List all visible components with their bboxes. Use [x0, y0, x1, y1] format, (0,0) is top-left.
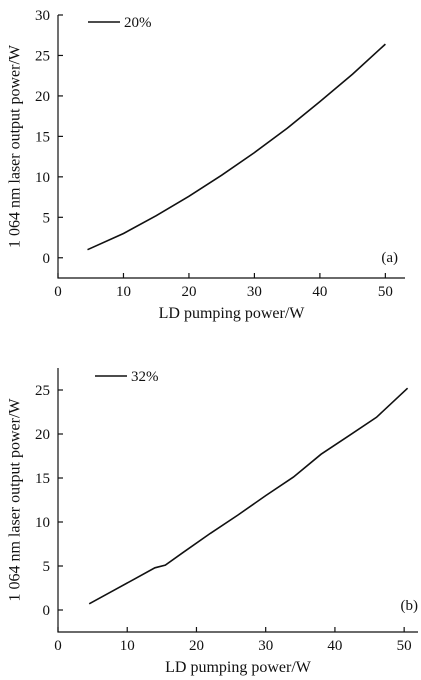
panel-b-series-line	[88, 387, 409, 605]
panel-a-ytick-label: 15	[35, 129, 50, 145]
panel-a-xtick-label: 0	[54, 284, 62, 300]
panel-b-xtick-label: 40	[327, 638, 342, 654]
panel-a-xtick-label: 30	[247, 284, 262, 300]
panel-a-ytick-label: 5	[43, 210, 51, 226]
panel-b-ytick-label: 25	[35, 383, 50, 399]
panel-b-xtick-label: 30	[258, 638, 273, 654]
chart-panel-a: 0 5 10 15 20 25 30 0 10 20 30 40 50 LD pumping power/…	[7, 8, 405, 322]
panel-b-x-axis-label: LD pumping power/W	[165, 659, 312, 676]
panel-a-panel-label: (a)	[381, 250, 398, 266]
panel-b-xtick-label: 20	[189, 638, 204, 654]
panel-b-ytick-label: 15	[35, 471, 50, 487]
panel-b-legend-label: 32%	[131, 369, 159, 385]
panel-b-ytick-label: 20	[35, 427, 50, 443]
panel-a-x-axis-label: LD pumping power/W	[159, 305, 306, 322]
chart-panel-b: 0 5 10 15 20 25 0 10 20 30 40 50 LD pumping power/W 1…	[7, 368, 418, 676]
panel-b-xtick-label: 0	[54, 638, 62, 654]
panel-a-xtick-label: 20	[181, 284, 196, 300]
panel-a-ytick-label: 0	[43, 251, 51, 267]
panel-a-ytick-label: 10	[35, 170, 50, 186]
panel-a-xtick-label: 10	[116, 284, 131, 300]
panel-b-ytick-label: 10	[35, 515, 50, 531]
panel-a-legend-label: 20%	[124, 15, 152, 31]
panel-b-y-axis-label: 1 064 nm laser output power/W	[7, 398, 24, 602]
panel-a-xtick-label: 50	[378, 284, 393, 300]
panel-a-ytick-label: 20	[35, 89, 50, 105]
panel-a-ytick-label: 30	[35, 8, 50, 24]
panel-a-axes	[57, 15, 405, 279]
panel-a-xtick-label: 40	[312, 284, 327, 300]
panel-a-ytick-label: 25	[35, 48, 50, 64]
panel-a-series-line	[87, 43, 386, 251]
panel-b-ytick-label: 5	[43, 559, 51, 575]
panel-b-axes	[57, 368, 418, 633]
panel-b-panel-label: (b)	[401, 598, 419, 614]
panel-b-ytick-label: 0	[43, 603, 51, 619]
panel-b-xtick-label: 50	[397, 638, 412, 654]
panel-a-y-axis-label: 1 064 nm laser output power/W	[7, 44, 24, 248]
panel-b-xtick-label: 10	[120, 638, 135, 654]
